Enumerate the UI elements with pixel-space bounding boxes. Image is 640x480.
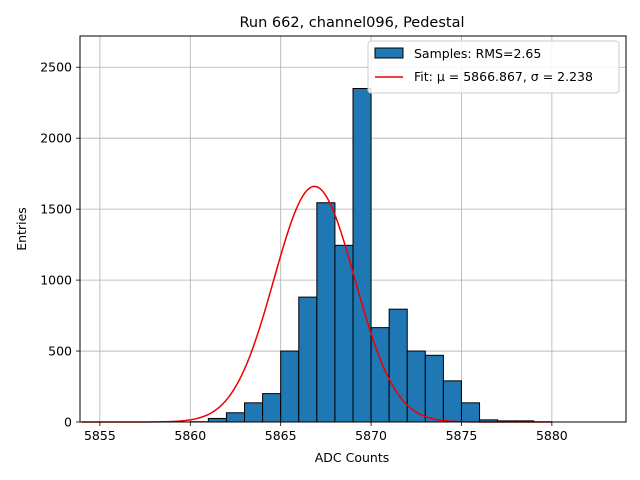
y-tick-label: 0 <box>64 415 72 430</box>
histogram-bar <box>225 412 246 423</box>
histogram-bar <box>442 380 462 423</box>
histogram-bar <box>352 88 372 423</box>
x-tick-label: 5865 <box>265 428 297 443</box>
x-tick-label: 5875 <box>446 428 478 443</box>
histogram-bar <box>388 308 408 423</box>
legend-swatch-samples <box>374 47 404 59</box>
legend-label-samples: Samples: RMS=2.65 <box>414 46 541 61</box>
y-tick-label: 1500 <box>40 202 72 217</box>
y-tick-label: 1000 <box>40 273 72 288</box>
histogram-bar <box>280 350 300 423</box>
histogram-bar <box>424 354 444 423</box>
histogram-bar <box>316 202 336 423</box>
y-tick-label: 2000 <box>40 131 72 146</box>
plot-frame <box>79 35 627 423</box>
x-tick-label: 5880 <box>536 428 568 443</box>
x-tick-label: 5855 <box>84 428 116 443</box>
histogram-bar <box>262 393 282 423</box>
histogram-bar <box>244 402 264 423</box>
y-axis-ticks: 0 500 1000 1500 2000 2500 <box>40 60 80 430</box>
x-axis-ticks: 5855 5860 5865 5870 5875 5880 <box>84 422 568 443</box>
legend-box <box>367 40 620 94</box>
chart-title: Run 662, channel096, Pedestal <box>239 15 464 31</box>
x-tick-label: 5860 <box>174 428 206 443</box>
histogram-bar <box>460 402 481 423</box>
y-tick-label: 500 <box>48 344 72 359</box>
histogram-bar <box>334 244 354 423</box>
y-tick-label: 2500 <box>40 60 72 75</box>
y-axis-label: Entries <box>14 207 29 251</box>
histogram-bar <box>298 296 318 423</box>
x-tick-label: 5870 <box>355 428 387 443</box>
legend: Samples: RMS=2.65 Fit: μ = 5866.867, σ =… <box>367 40 620 94</box>
x-axis-label: ADC Counts <box>315 450 390 465</box>
histogram-bar <box>207 417 227 423</box>
legend-label-fit: Fit: μ = 5866.867, σ = 2.238 <box>414 69 593 84</box>
